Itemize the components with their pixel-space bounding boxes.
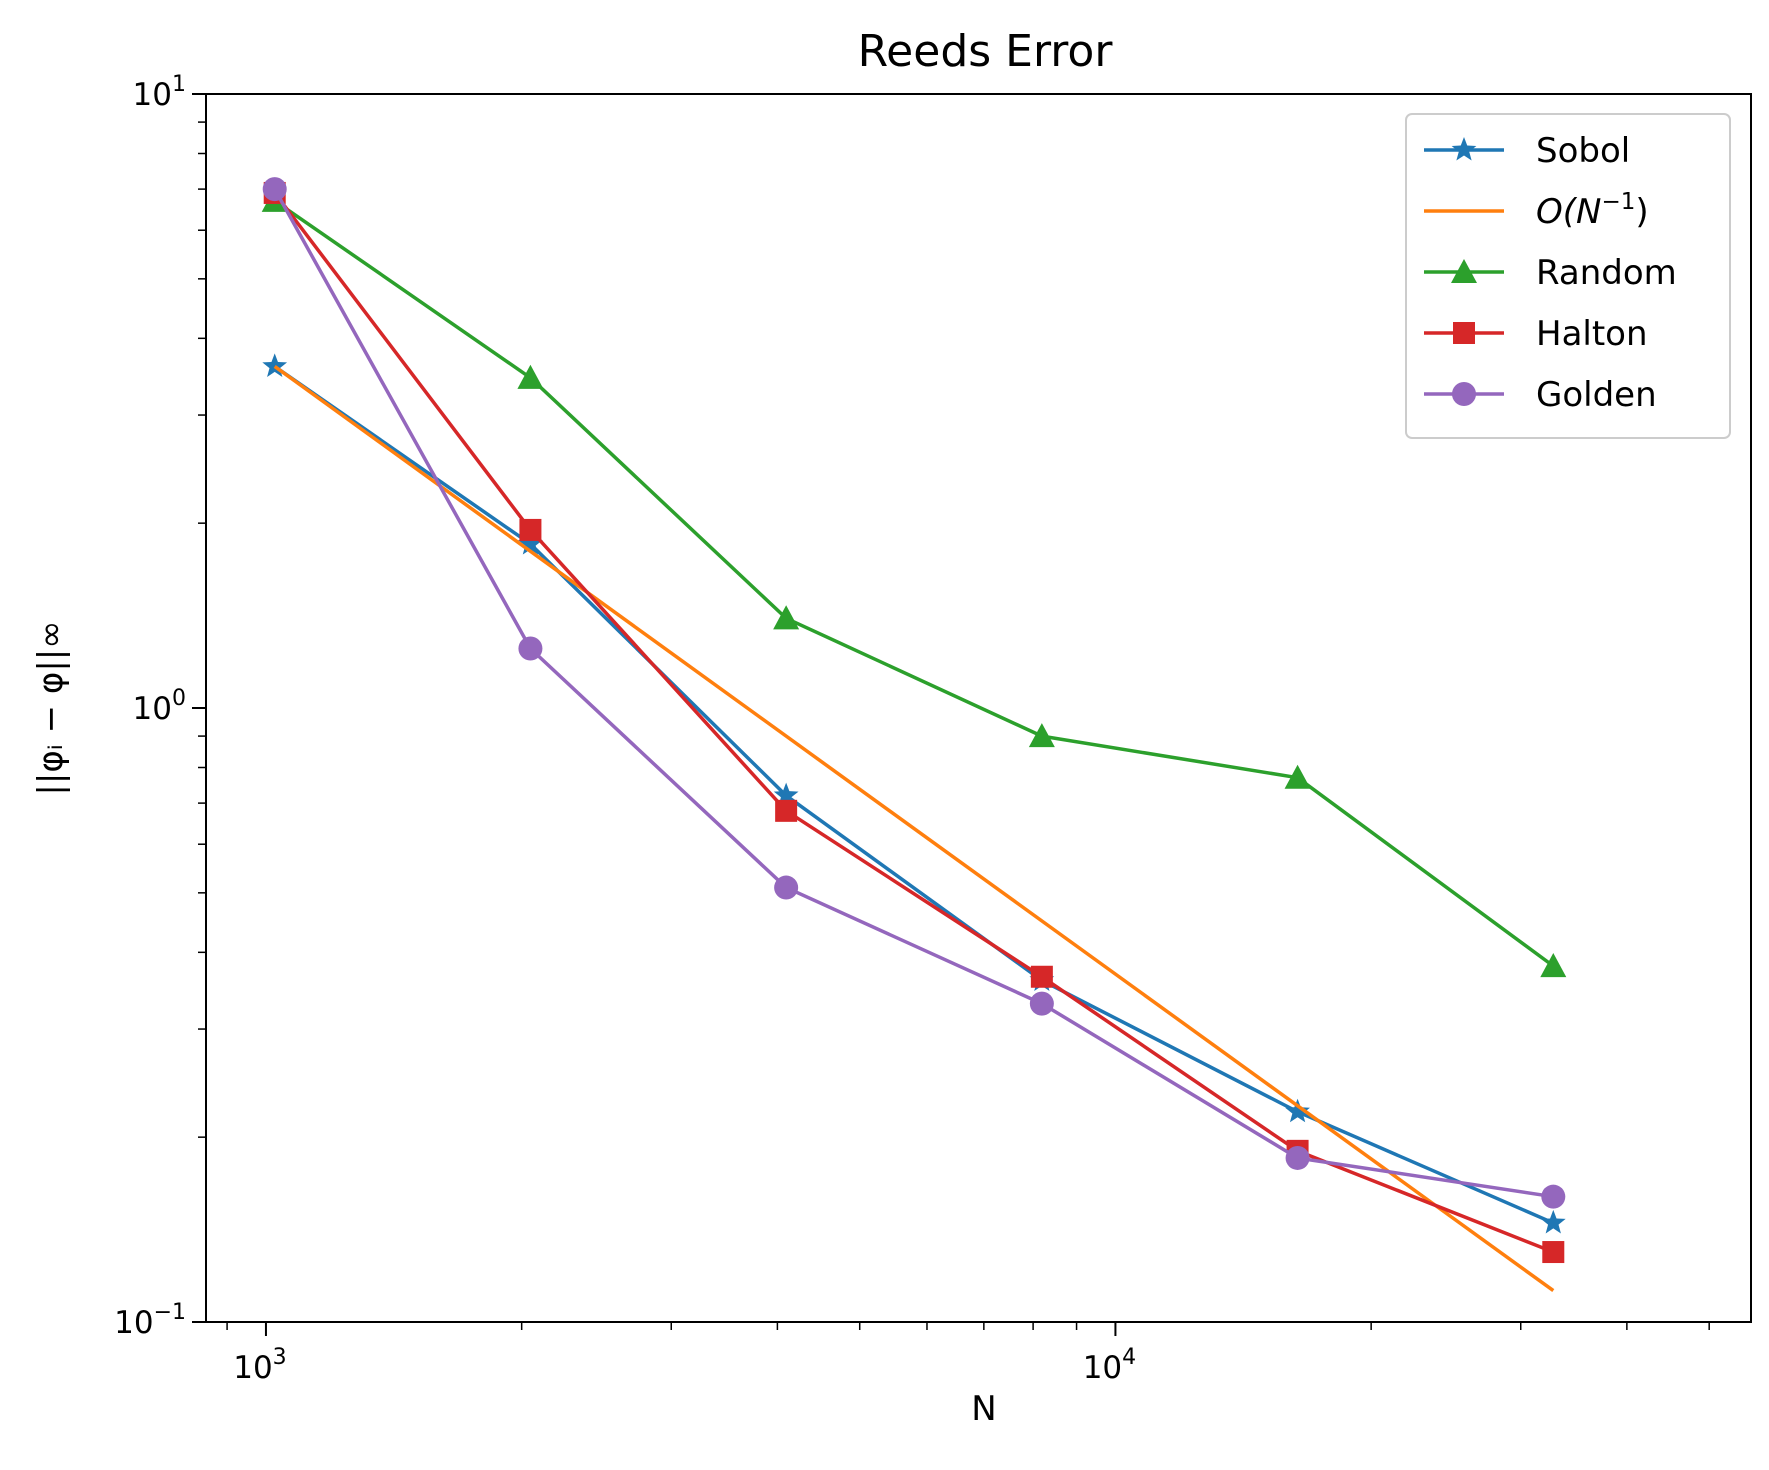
series-2 bbox=[261, 187, 1567, 978]
legend-marker bbox=[1453, 322, 1475, 344]
legend-marker bbox=[1451, 259, 1477, 284]
x-tick-label: 103 bbox=[233, 1345, 286, 1386]
data-point bbox=[1285, 1098, 1310, 1123]
data-point bbox=[773, 782, 799, 807]
series-line bbox=[273, 364, 1554, 1225]
data-point bbox=[775, 799, 798, 822]
series-3 bbox=[263, 181, 1565, 1264]
series-line bbox=[273, 188, 1554, 1199]
legend-label: Halton bbox=[1536, 314, 1648, 354]
data-point bbox=[518, 530, 543, 555]
legend-label: Golden bbox=[1536, 375, 1657, 415]
legend-label: Sobol bbox=[1536, 131, 1630, 171]
data-point bbox=[1030, 965, 1053, 988]
legend-item: Sobol bbox=[1424, 131, 1630, 171]
x-axis-label: N bbox=[971, 1389, 996, 1429]
legend: Sobol O(N−1) Random Halton Golden bbox=[1405, 113, 1731, 439]
y-tick-label: 10−1 bbox=[114, 1300, 186, 1341]
chart-title: Reeds Error bbox=[858, 26, 1114, 77]
legend-marker bbox=[1451, 137, 1477, 161]
data-point bbox=[1029, 991, 1054, 1016]
data-point bbox=[774, 875, 799, 900]
series-4 bbox=[262, 177, 1566, 1209]
data-point bbox=[773, 605, 800, 630]
data-point bbox=[1540, 953, 1567, 978]
series-1 bbox=[273, 365, 1555, 1293]
series-0 bbox=[262, 353, 1566, 1234]
series-line bbox=[273, 365, 1555, 1293]
legend-marker bbox=[1452, 382, 1476, 406]
plot-series bbox=[261, 177, 1567, 1293]
data-point bbox=[518, 636, 543, 661]
y-axis-label: ||φᵢ − φ||∞ bbox=[31, 620, 71, 795]
data-point bbox=[519, 518, 542, 541]
legend-label: O(N−1) bbox=[1536, 189, 1649, 232]
y-tick-label: 100 bbox=[133, 686, 186, 727]
legend-box bbox=[1405, 113, 1731, 439]
data-point bbox=[1285, 1145, 1310, 1170]
series-line bbox=[273, 191, 1554, 1254]
data-point bbox=[1542, 1241, 1565, 1264]
legend-item: Random bbox=[1424, 253, 1677, 293]
plot-frame bbox=[205, 93, 1752, 1323]
axis-ticks: 103 104 10−1 100 101 bbox=[114, 72, 1710, 1386]
data-point bbox=[262, 177, 287, 202]
data-point bbox=[517, 364, 544, 389]
legend-item: Halton bbox=[1424, 314, 1648, 354]
series-line bbox=[273, 199, 1555, 968]
data-point bbox=[1541, 1184, 1566, 1209]
data-point bbox=[262, 353, 288, 377]
data-point bbox=[1028, 723, 1055, 748]
x-tick-label: 104 bbox=[1083, 1345, 1136, 1386]
legend-label: Random bbox=[1536, 253, 1677, 293]
data-point bbox=[1284, 764, 1311, 789]
legend-item: O(N−1) bbox=[1424, 189, 1649, 232]
legend-item: Golden bbox=[1424, 375, 1657, 415]
y-tick-label: 101 bbox=[133, 72, 186, 113]
data-point bbox=[1540, 1209, 1566, 1234]
